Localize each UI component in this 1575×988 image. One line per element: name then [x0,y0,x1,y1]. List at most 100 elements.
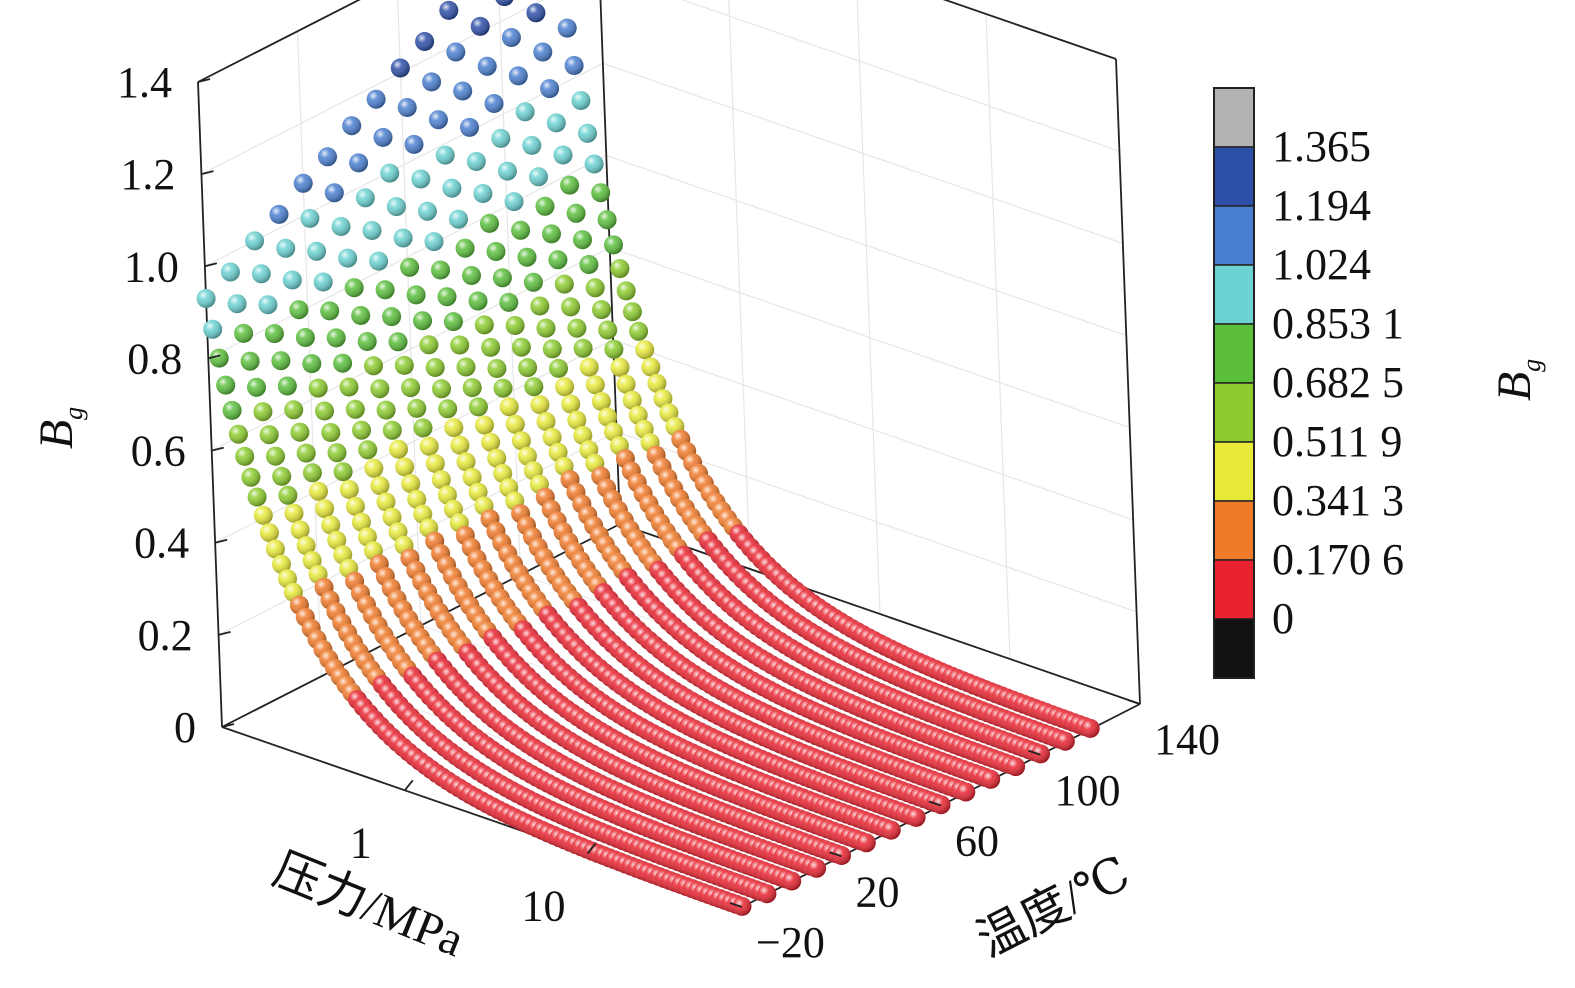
data-point [290,422,310,442]
data-point [555,377,575,397]
data-point [515,102,535,122]
data-point [511,337,531,357]
data-point [567,318,587,338]
data-point [355,188,375,208]
data-point [856,833,876,853]
data-point [491,128,511,148]
colorbar-segment [1213,441,1255,502]
data-point [579,357,599,377]
data-point [234,323,254,343]
data-point [1006,757,1026,777]
data-point [481,432,501,452]
data-point [554,274,574,294]
data-point [339,480,359,499]
temperature-axis-ticks: −20 20 60 100 140 [729,699,1220,967]
data-point [435,145,455,165]
data-point [352,420,371,440]
data-point [453,81,473,101]
grid-line [498,0,522,575]
colorbar-segment [1213,323,1255,384]
z-axis-ticks: 0 0.2 0.4 0.6 0.8 1.0 1.2 1.4 [117,58,235,752]
data-point [548,250,568,270]
colorbar-tick-label: 1.365 [1272,122,1371,171]
data-point [442,178,462,198]
data-points [196,0,1100,916]
data-point [598,407,617,427]
data-point [493,463,513,483]
colorbar-tick-label: 0.853 1 [1272,299,1404,348]
data-point [315,401,334,421]
data-point [622,390,642,410]
data-point [265,539,285,559]
data-point [564,56,584,75]
data-point [222,400,242,420]
data-point [524,377,544,397]
data-point [449,209,468,229]
data-point [327,443,347,463]
data-point [549,358,568,378]
data-point [388,332,408,352]
data-point [439,0,459,20]
data-point [376,400,396,420]
z-tick-mark [221,723,235,728]
data-point [450,335,470,355]
colorbar-segment [1213,87,1255,148]
data-point [425,454,445,473]
data-point [456,452,476,472]
colorbar-tick-label: 0.682 5 [1272,358,1404,407]
data-point [386,197,406,217]
data-point [1055,731,1075,751]
data-point [401,474,421,494]
data-point [373,127,393,147]
z-axis-label: Bg [30,407,88,449]
data-point [536,318,556,338]
data-point [389,439,408,459]
data-point [542,224,561,244]
data-point [573,338,593,358]
data-point [407,398,427,418]
data-point [431,470,451,490]
data-point [497,161,517,181]
temperature-tick-label: 100 [1055,766,1121,815]
data-point [390,58,410,78]
data-point [540,79,560,99]
data-point [437,287,457,307]
data-point [536,412,556,431]
data-point [473,184,493,203]
data-point [487,448,507,468]
data-point [881,820,901,840]
data-point [487,359,507,378]
temperature-tick-label: 140 [1154,715,1220,764]
data-point [417,201,437,221]
data-point [484,94,504,113]
data-point [333,353,353,373]
data-point [351,512,371,532]
colorbar-tick-label: 1.194 [1272,181,1371,230]
data-point [530,395,550,415]
data-point [364,458,384,478]
z-tick-label: 0.4 [134,519,189,568]
data-point [342,116,362,136]
data-point [203,319,223,339]
data-point [269,204,289,224]
data-point [604,339,624,359]
data-point [251,264,271,284]
data-point [474,315,494,335]
pressure-tick-mark [586,842,597,855]
data-point [320,301,340,321]
data-point [486,242,506,261]
data-point [382,307,402,327]
colorbar-border [1213,87,1255,679]
data-point [757,884,777,904]
data-point [597,210,617,230]
data-point [284,503,304,523]
data-point [258,295,278,315]
data-point [245,231,265,251]
data-point [622,302,642,322]
z-tick-mark [214,538,228,544]
data-point [635,340,655,360]
data-point [290,520,310,540]
colorbar-segment [1213,618,1255,679]
data-point [450,435,470,455]
